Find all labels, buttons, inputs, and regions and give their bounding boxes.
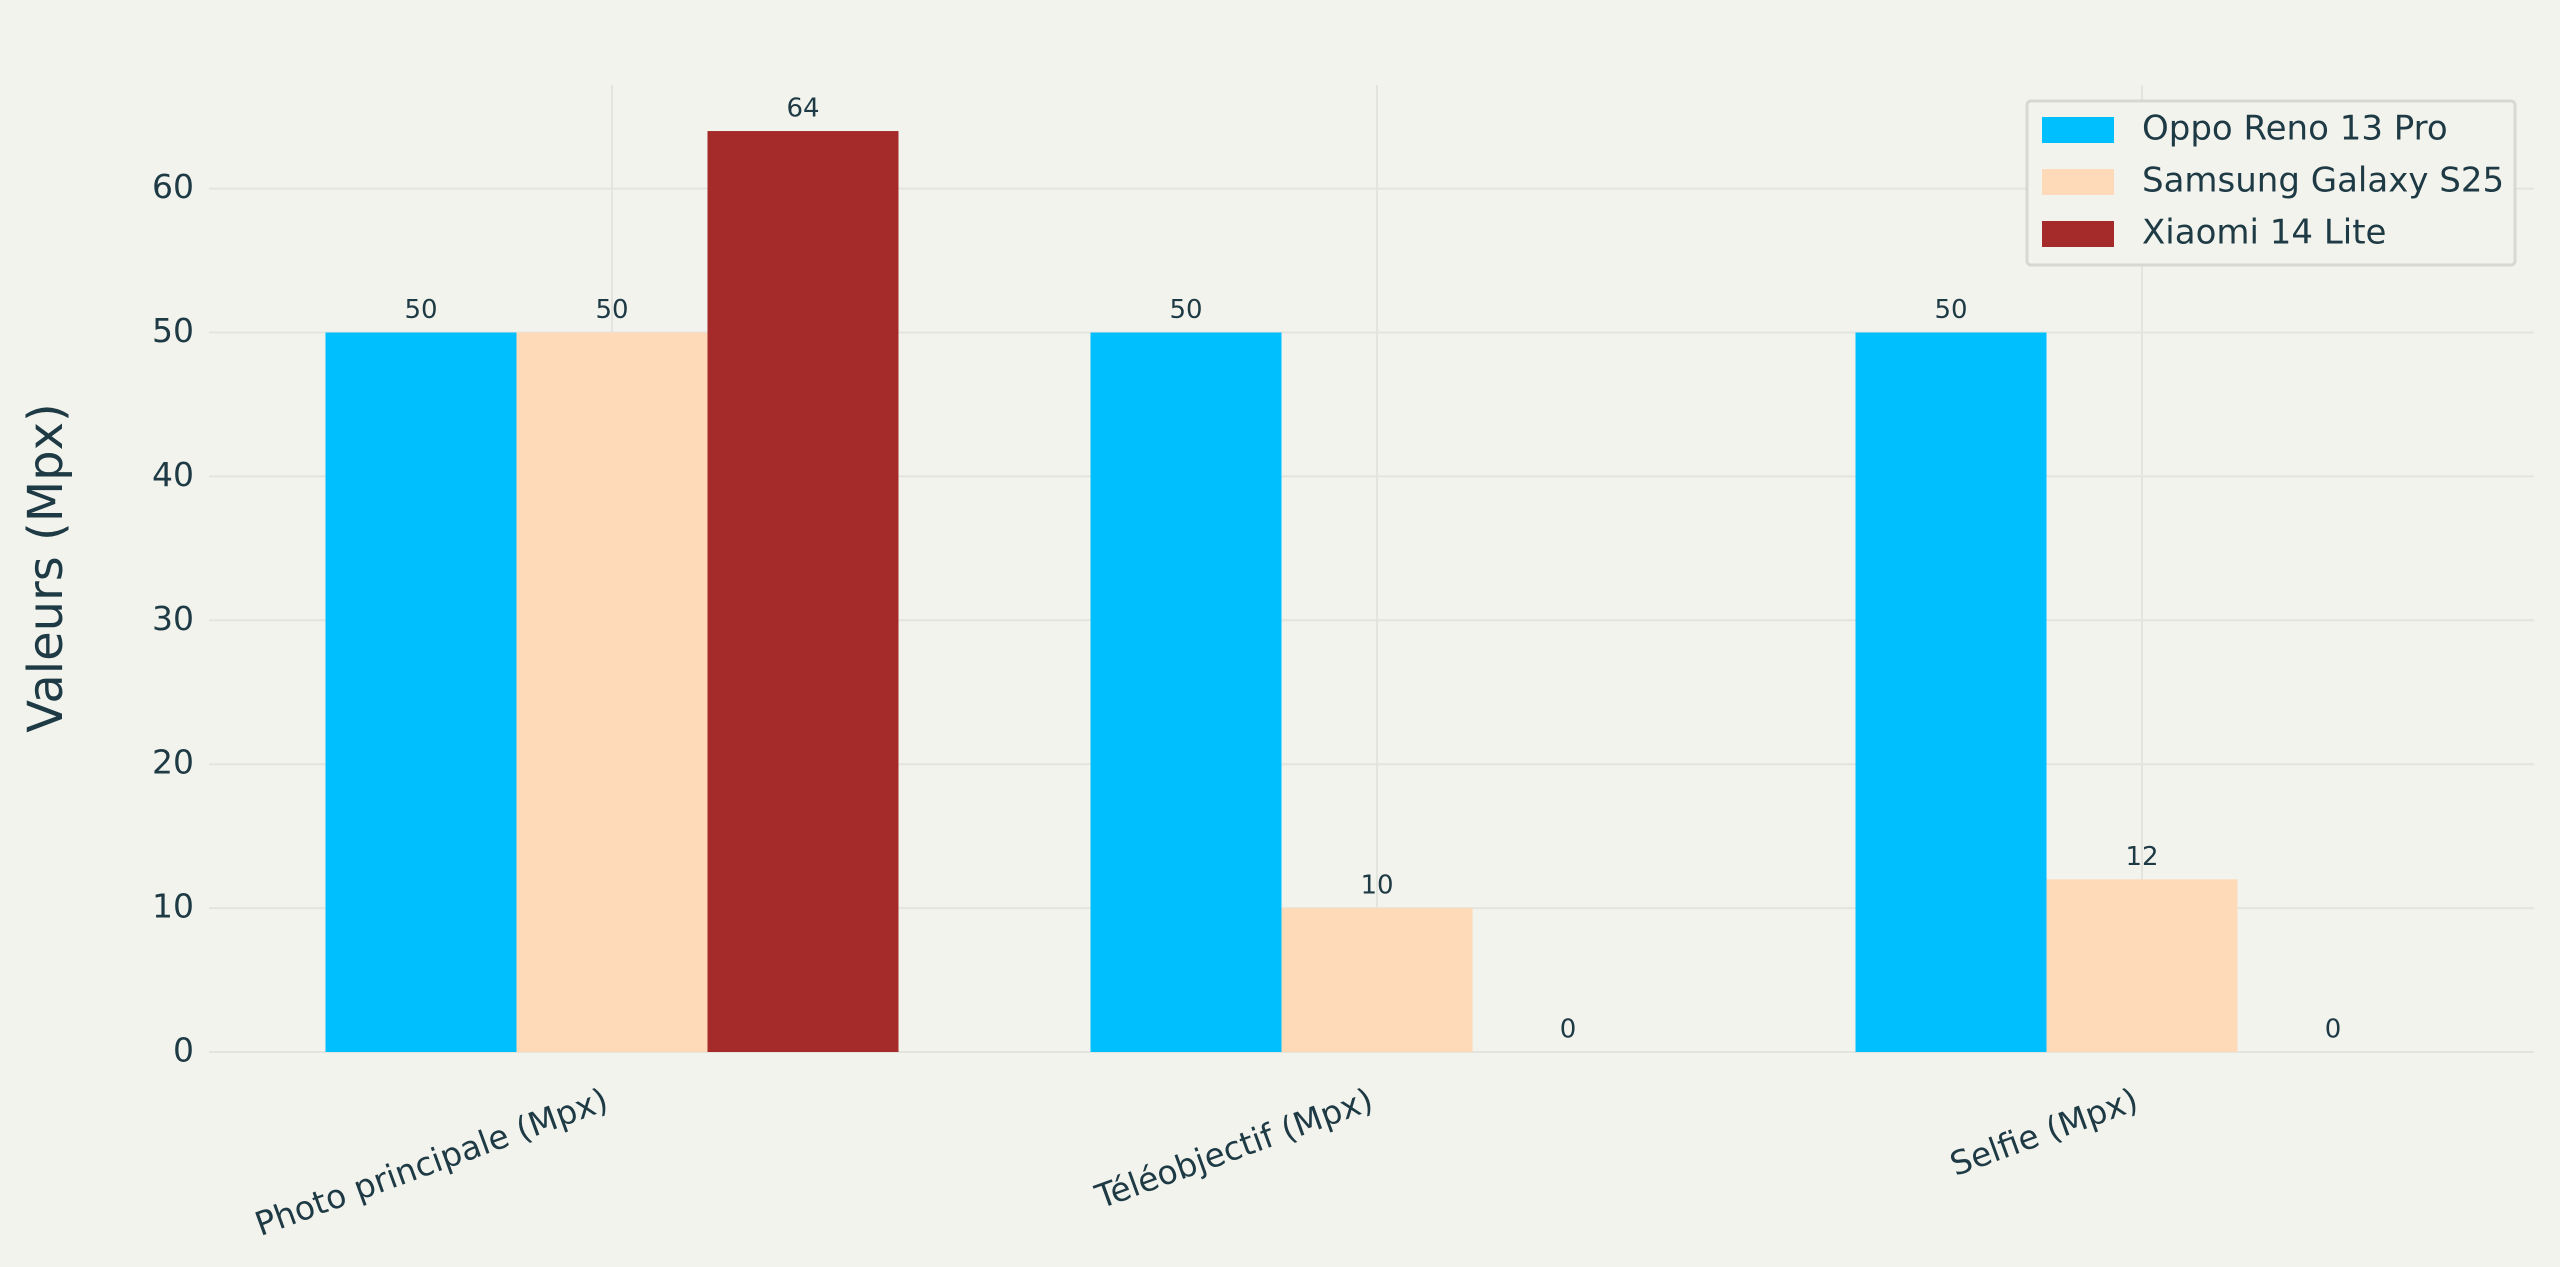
- data-label: 50: [1169, 295, 1202, 325]
- y-tick-label: 0: [173, 1031, 194, 1070]
- legend-swatch: [2042, 117, 2114, 143]
- legend-swatch: [2042, 221, 2114, 247]
- bar: [2046, 879, 2238, 1052]
- data-label: 10: [1360, 871, 1393, 901]
- y-tick-label: 60: [152, 167, 194, 206]
- y-tick-label: 30: [152, 599, 194, 638]
- bar: [1090, 332, 1282, 1052]
- legend-label: Samsung Galaxy S25: [2142, 161, 2504, 201]
- data-label: 0: [1560, 1015, 1577, 1045]
- legend-box: [2025, 99, 2517, 267]
- data-label: 12: [2125, 842, 2158, 872]
- bar: [1855, 332, 2047, 1052]
- data-label: 0: [2325, 1015, 2342, 1045]
- bar: [707, 131, 899, 1053]
- data-label: 64: [786, 94, 819, 124]
- data-label: 50: [404, 295, 437, 325]
- bar: [325, 332, 517, 1052]
- y-tick-label: 40: [152, 455, 194, 494]
- legend-label: Oppo Reno 13 Pro: [2142, 109, 2448, 149]
- y-tick-label: 50: [152, 311, 194, 350]
- bar: [1281, 908, 1473, 1052]
- legend-swatch: [2042, 169, 2114, 195]
- bar: [516, 332, 708, 1052]
- data-label: 50: [1934, 295, 1967, 325]
- y-tick-label: 20: [152, 743, 194, 782]
- y-axis-title: Valeurs (Mpx): [18, 403, 74, 733]
- legend-label: Xiaomi 14 Lite: [2142, 213, 2386, 253]
- data-label: 50: [595, 295, 628, 325]
- y-tick-label: 10: [152, 887, 194, 926]
